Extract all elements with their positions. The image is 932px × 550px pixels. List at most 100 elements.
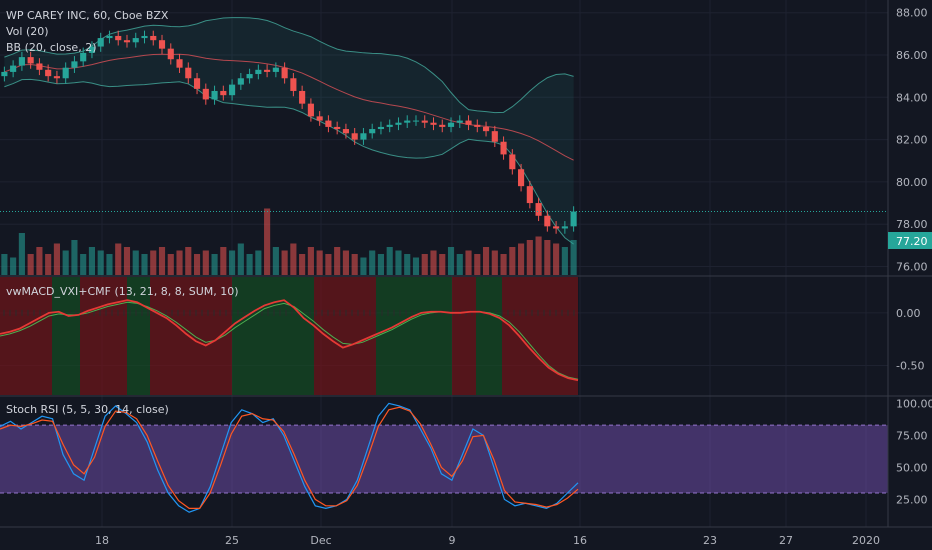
stoch-k-line [0, 402, 579, 513]
volume-bar [316, 250, 323, 275]
stoch-d-line [0, 406, 579, 509]
candle [404, 120, 411, 123]
candle [482, 126, 490, 132]
volume-bar [62, 250, 69, 275]
candle [193, 78, 201, 89]
volume-bar [500, 254, 507, 275]
x-tick-label: 25 [225, 534, 239, 547]
stoch-tick-label: 100.00 [896, 397, 932, 410]
volume-bar [150, 250, 157, 275]
x-tick-label: Dec [310, 534, 331, 547]
volume-bar [220, 247, 227, 275]
volume-bar [369, 250, 376, 275]
volume-bar [202, 250, 209, 275]
x-tick-label: 9 [449, 534, 456, 547]
stoch-tick-label: 75.00 [896, 429, 928, 442]
candle [561, 226, 568, 229]
volume-bar [1, 254, 8, 275]
volume-bar [185, 247, 192, 275]
volume-bar [158, 247, 166, 275]
volume-bar [27, 254, 34, 275]
volume-bar [561, 247, 568, 275]
candle [351, 133, 358, 140]
volume-bar [45, 254, 52, 275]
stoch-tick-label: 25.00 [896, 493, 928, 506]
candle [518, 169, 525, 187]
macd-regime-block [476, 277, 502, 395]
volume-bar [281, 250, 288, 275]
macd-regime-block [376, 277, 452, 395]
candle [211, 90, 218, 100]
volume-bar [395, 250, 402, 275]
volume-bar [535, 236, 542, 275]
candle [553, 226, 560, 229]
candle [185, 67, 192, 79]
volume-bar [272, 247, 279, 275]
price-tick-label: 88.00 [896, 7, 928, 20]
volume-bar [570, 240, 577, 275]
volume-bar [36, 247, 43, 275]
candle [141, 35, 148, 39]
candle [544, 215, 551, 227]
price-tick-label: 76.00 [896, 261, 928, 274]
volume-bar [10, 257, 17, 275]
price-pane[interactable] [0, 17, 888, 275]
macd-pane[interactable] [0, 277, 579, 395]
candle [307, 103, 314, 117]
macd-regime-block [314, 277, 376, 395]
candle [158, 40, 166, 49]
volume-bar [456, 254, 463, 275]
candle [430, 122, 437, 125]
volume-bar [264, 208, 271, 275]
volume-bar [229, 250, 236, 275]
candle [377, 126, 385, 130]
macd-regime-block [232, 277, 314, 395]
volume-bar [255, 250, 262, 275]
volume-bar [447, 247, 455, 275]
volume-bar [299, 254, 306, 275]
volume-bar [176, 250, 183, 275]
macd-regime-block [52, 277, 80, 395]
bollinger-lower-line [4, 78, 574, 245]
volume-bar [334, 247, 341, 275]
candle [509, 154, 516, 170]
candle [229, 84, 236, 96]
price-tick-label: 86.00 [896, 49, 928, 62]
macd-tick-label: 0.00 [896, 307, 921, 320]
volume-bar [71, 240, 78, 275]
candle [386, 124, 393, 127]
candle [439, 124, 446, 127]
macd-pane-title: vwMACD_VXI+CMF (13, 21, 8, 8, SUM, 10) [6, 285, 239, 298]
price-tick-label: 78.00 [896, 218, 928, 231]
candle [97, 38, 104, 47]
volume-bar [465, 250, 472, 275]
candle [53, 76, 60, 79]
volume-bar [211, 254, 218, 275]
price-tick-label: 82.00 [896, 134, 928, 147]
last-price-value: 77.20 [896, 235, 928, 248]
x-tick-label: 16 [573, 534, 587, 547]
price-tick-label: 80.00 [896, 176, 928, 189]
candle [123, 40, 131, 43]
volume-bar [377, 254, 385, 275]
candle [115, 35, 122, 41]
volume-bar [412, 257, 420, 275]
price-pane-title: WP CAREY INC, 60, Cboe BZX [6, 9, 169, 22]
x-tick-label: 2020 [852, 534, 880, 547]
candle [474, 124, 481, 127]
x-tick-label: 23 [703, 534, 717, 547]
candle [491, 131, 498, 142]
volume-bar [482, 247, 490, 275]
candle [465, 120, 472, 125]
macd-line [0, 299, 579, 382]
candle [45, 69, 52, 77]
candle [264, 69, 271, 72]
candle [334, 126, 341, 130]
volume-bar [351, 254, 358, 275]
candle [412, 120, 420, 122]
stoch-rsi-pane-title: Stoch RSI (5, 5, 30, 14, close) [6, 403, 169, 416]
stoch-rsi-pane[interactable] [0, 402, 888, 513]
macd-regime-block [80, 277, 127, 395]
